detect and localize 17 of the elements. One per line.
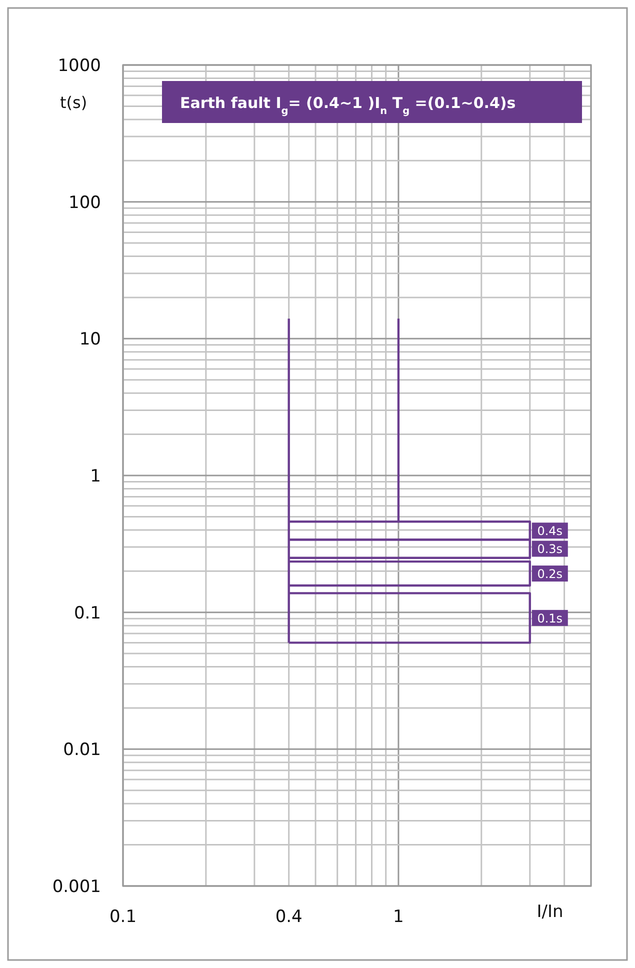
y-tick-label: 0.001: [52, 877, 101, 897]
x-tick-label: 0.4: [275, 907, 302, 927]
y-axis-title: t(s): [60, 93, 88, 112]
x-axis-title: I/In: [536, 902, 564, 922]
y-tick-label: 1: [90, 466, 101, 486]
y-tick-label: 1000: [58, 56, 101, 76]
series-label: 0.1s: [537, 611, 563, 626]
series-label: 0.4s: [537, 524, 563, 538]
y-tick-label: 0.01: [63, 740, 101, 760]
x-tick-label: 0.1: [109, 907, 137, 927]
text: Earth fault I$_{g}$= (0.4~1 )I$_{n}$ T$_{g}$ =(0.1~0.4)s: [180, 94, 516, 116]
legend-label: 0.3s: [537, 542, 563, 556]
y-tick-label: 10: [79, 330, 101, 350]
y-tick-label: 100: [68, 192, 101, 213]
legend-label: 0.2s: [537, 567, 563, 582]
x-tick-label: 1: [393, 907, 404, 927]
y-tick-label: 0.1: [74, 603, 101, 624]
